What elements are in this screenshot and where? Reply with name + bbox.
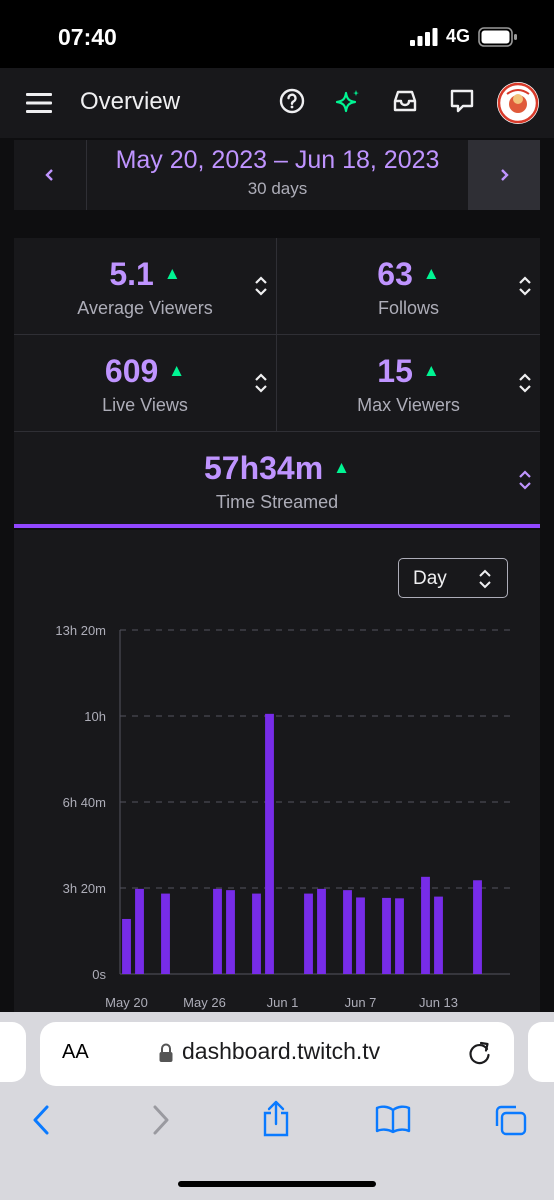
bar[interactable] — [252, 893, 261, 974]
bar[interactable] — [343, 890, 352, 974]
date-range-label: May 20, 2023 – Jun 18, 2023 — [115, 146, 440, 174]
time-streamed-chart: 0s 3h 20m 6h 40m 10h 13h 20m May 20 May 26 Jun … — [55, 623, 510, 1010]
stats-panel: 5.1 ▲ Average Viewers 63 ▲ Follows 609 ▲ Li… — [14, 238, 540, 528]
back-icon[interactable] — [30, 1104, 52, 1136]
stat-value: 57h34m — [203, 450, 324, 486]
y-tick-label: 10h — [84, 709, 106, 724]
share-icon[interactable] — [261, 1100, 291, 1138]
network-type: 4G — [445, 26, 470, 46]
trend-up-icon: ▲ — [168, 361, 186, 380]
trend-up-icon: ▲ — [333, 458, 350, 477]
status-time: 07:40 — [58, 24, 117, 50]
stat-max-viewers[interactable]: 15 ▲ Max Viewers — [277, 335, 540, 432]
next-tab-preview[interactable] — [528, 1022, 554, 1082]
chart-panel: Day 0s 3h 20m 6h 40m 10h 13h 20m May 20 May 26… — [14, 530, 540, 1012]
bar[interactable] — [135, 888, 144, 974]
y-tick-label: 13h 20m — [55, 623, 106, 638]
reload-icon[interactable] — [468, 1040, 492, 1066]
menu-icon[interactable] — [26, 92, 52, 114]
trend-up-icon: ▲ — [422, 361, 440, 380]
x-tick-label: May 26 — [183, 995, 226, 1010]
battery-icon — [478, 26, 517, 47]
sort-icon[interactable] — [254, 372, 268, 394]
stat-follows[interactable]: 63 ▲ Follows — [277, 238, 540, 335]
granularity-select[interactable]: Day — [398, 558, 508, 598]
x-tick-label: Jun 13 — [419, 995, 458, 1010]
bar[interactable] — [122, 918, 131, 974]
date-range-display[interactable]: May 20, 2023 – Jun 18, 2023 30 days — [87, 140, 468, 210]
bar[interactable] — [434, 896, 443, 974]
stat-label: Live Views — [102, 395, 188, 415]
whispers-icon[interactable] — [449, 88, 475, 114]
stat-label: Average Viewers — [77, 298, 213, 318]
bar[interactable] — [317, 888, 326, 974]
prev-tab-preview[interactable] — [0, 1022, 26, 1082]
sort-icon[interactable] — [518, 275, 532, 297]
next-period-button[interactable] — [468, 140, 540, 210]
stat-value: 609 — [104, 353, 159, 389]
sparkle-icon[interactable] — [334, 88, 362, 116]
granularity-value: Day — [413, 568, 447, 589]
sort-icon[interactable] — [518, 469, 532, 491]
chevron-updown-icon — [479, 569, 491, 589]
sort-icon[interactable] — [254, 275, 268, 297]
status-bar: 07:40 4G — [0, 0, 554, 68]
inbox-icon[interactable] — [392, 88, 418, 114]
chevron-left-icon — [45, 169, 53, 181]
bar[interactable] — [265, 713, 274, 974]
help-icon[interactable] — [279, 88, 305, 114]
x-tick-label: Jun 7 — [345, 995, 377, 1010]
browser-chrome: AA dashboard.twitch.tv — [0, 1012, 554, 1200]
chevron-right-icon — [501, 169, 509, 181]
app-header: Overview — [0, 68, 554, 138]
x-tick-label: Jun 1 — [267, 995, 299, 1010]
page-title: Overview — [80, 88, 181, 115]
avatar[interactable] — [497, 82, 539, 124]
x-tick-label: May 20 — [105, 995, 148, 1010]
bar[interactable] — [473, 880, 482, 974]
bar[interactable] — [395, 898, 404, 974]
signal-icon — [409, 27, 438, 46]
status-right: 4G — [409, 26, 518, 47]
lock-icon — [159, 1043, 173, 1062]
tabs-icon[interactable] — [494, 1104, 528, 1136]
bar[interactable] — [421, 876, 430, 974]
trend-up-icon: ▲ — [422, 264, 440, 283]
stat-time-streamed[interactable]: 57h34m ▲ Time Streamed — [14, 432, 540, 528]
trend-up-icon: ▲ — [163, 264, 181, 283]
bar[interactable] — [304, 893, 313, 974]
prev-period-button[interactable] — [14, 140, 87, 210]
bar[interactable] — [356, 897, 365, 974]
y-tick-label: 0s — [92, 967, 106, 982]
date-range-sublabel: 30 days — [247, 179, 308, 198]
bar[interactable] — [226, 890, 235, 974]
bookmarks-icon[interactable] — [375, 1104, 411, 1134]
bar[interactable] — [382, 897, 391, 974]
content-area: May 20, 2023 – Jun 18, 2023 30 days 5.1 ▲… — [0, 138, 554, 1012]
stat-label: Time Streamed — [215, 492, 339, 512]
y-tick-label: 3h 20m — [63, 881, 106, 896]
forward-icon[interactable] — [150, 1104, 172, 1136]
date-range-picker: May 20, 2023 – Jun 18, 2023 30 days — [14, 140, 540, 210]
stat-label: Follows — [377, 298, 439, 318]
url-text: dashboard.twitch.tv — [182, 1038, 381, 1064]
sort-icon[interactable] — [518, 372, 532, 394]
reader-settings-button[interactable]: AA — [62, 1041, 89, 1063]
stat-value: 15 — [377, 353, 413, 389]
bar[interactable] — [161, 893, 170, 974]
y-tick-label: 6h 40m — [63, 795, 106, 810]
bar[interactable] — [213, 888, 222, 974]
home-indicator — [178, 1181, 376, 1187]
stat-label: Max Viewers — [357, 395, 460, 415]
address-bar[interactable]: AA dashboard.twitch.tv — [40, 1022, 514, 1086]
stat-average-viewers[interactable]: 5.1 ▲ Average Viewers — [14, 238, 277, 335]
stat-live-views[interactable]: 609 ▲ Live Views — [14, 335, 277, 432]
stat-value: 5.1 — [109, 256, 154, 292]
stat-value: 63 — [377, 256, 413, 292]
